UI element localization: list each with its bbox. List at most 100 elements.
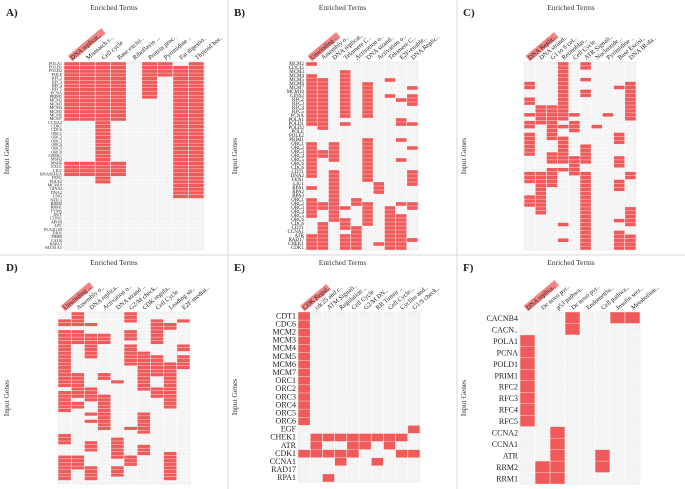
panel-E-cell (298, 393, 310, 401)
panel-B-cell (395, 246, 407, 250)
panel-E-cell (334, 449, 347, 458)
panel-D-cell (163, 322, 177, 327)
panel-C-cell (613, 238, 625, 242)
panel-D-cell (137, 362, 151, 366)
panel-C-cell (557, 89, 569, 94)
panel-B-cell (384, 94, 396, 98)
panel-A-cell (142, 65, 158, 70)
panel-D-cell (124, 362, 137, 366)
panel-C-cell (524, 136, 535, 141)
panel-C-cell (557, 70, 569, 74)
panel-D-cell (71, 337, 85, 341)
panel-C-cell (535, 117, 547, 121)
panel-A-cell (188, 91, 204, 95)
panel-C-cell (569, 171, 580, 176)
panel-A-cell (64, 69, 80, 73)
panel-A-cell (173, 99, 189, 103)
panel-A-letter: A) (6, 7, 18, 19)
panel-D-cell (58, 477, 71, 481)
panel-B-cell (317, 122, 329, 126)
panel-A-cell (110, 99, 126, 103)
panel-A-gene-label: THRB (51, 234, 62, 239)
panel-C-cell (535, 187, 547, 192)
panel-C-cell (546, 175, 558, 180)
panel-C-term-highlight (525, 32, 559, 62)
panel-A-cell (188, 176, 204, 180)
panel-A-cell (173, 102, 189, 107)
panel-A-cell (188, 117, 204, 121)
panel-E-cell (408, 425, 420, 434)
panel-A-gene-label: DUT (53, 212, 62, 217)
panel-D-cell (124, 319, 137, 323)
panel-A-cell (79, 80, 95, 84)
panel-A-gene-label: PLA2G1B (44, 227, 62, 232)
panel-C-cell (625, 109, 636, 113)
panel-B-gene-label: CDC6 (291, 222, 304, 227)
panel-D-x-title: Enriched Terms (90, 258, 138, 267)
panel-D-cell (58, 408, 71, 413)
panel-A-cell (110, 172, 126, 177)
panel-D-cell (97, 408, 111, 413)
panel-A-cell (95, 88, 111, 92)
panel-E-gene-label: RPA1 (277, 473, 296, 482)
panel-B-cell (339, 246, 351, 250)
panel-A-cell (64, 65, 80, 70)
panel-D-cell (137, 380, 151, 384)
panel-D-cell (84, 340, 98, 345)
panel-C-cell (524, 195, 535, 199)
panel-C-cell (580, 238, 591, 242)
panel-D-cell (97, 398, 111, 402)
panel-A-cell (188, 106, 204, 110)
panel-B-cell (362, 174, 373, 178)
panel-C-cell (625, 105, 636, 109)
panel-A-gene-label: PRIM1 (50, 94, 62, 99)
panel-A-cell (188, 124, 204, 129)
panel-B-gene-label: RFC4 (292, 106, 304, 111)
panel-C-cell (524, 203, 535, 207)
panel-C-cell (625, 89, 636, 94)
panel-B-gene-label: CDK1 (291, 246, 305, 251)
panel-B-cell (362, 178, 373, 182)
panel-C-cell (524, 113, 535, 117)
panel-D-cell (124, 358, 137, 362)
panel-A-gene-label: GINS2 (50, 186, 62, 191)
panel-D-cell (84, 398, 98, 402)
panel-B-cell (362, 102, 373, 106)
panel-C-cell (524, 199, 535, 203)
panel-A-gene-label: RFC5 (52, 87, 62, 92)
panel-A-cell (110, 84, 126, 88)
panel-A-cell (95, 154, 111, 158)
panel-C-cell (625, 117, 636, 121)
panel-D-cell (163, 380, 177, 384)
panel-B-cell (395, 98, 407, 102)
panel-C-cell (580, 246, 591, 250)
panel-B-cell (317, 222, 329, 226)
panel-D-cell (58, 322, 71, 327)
panel-C-cell (535, 199, 547, 203)
panel-A-cell (95, 150, 111, 154)
panel-B-cell (317, 110, 329, 114)
panel-E-gene-label: CHEK1 (270, 433, 296, 442)
panel-D-cell (163, 391, 177, 395)
panel-B-cell (306, 122, 317, 126)
panel-B-cell (351, 198, 362, 202)
panel-F-cell (595, 449, 610, 461)
panel-B-gene-label: CDT1 (292, 226, 305, 231)
panel-B-cell (328, 190, 340, 194)
panel-E-x-title: Enriched Terms (319, 258, 367, 267)
panel-B-cell (328, 198, 340, 202)
panel-A-gene-label: LIG1 (53, 168, 62, 173)
panel-C-cell (557, 97, 569, 101)
panel-D-cell (163, 401, 177, 405)
panel-C-cell (580, 187, 591, 192)
panel-B-cell (306, 114, 317, 118)
panel-D-cell (137, 451, 151, 456)
panel-D-cell (84, 344, 98, 348)
panel-E-cell (298, 385, 310, 393)
panel-D-cell (58, 434, 71, 438)
panel-F-cell (565, 312, 580, 324)
panel-A-cell (188, 76, 204, 81)
panel-B-cell (362, 166, 373, 170)
panel-C-cell (613, 164, 625, 168)
panel-E-cell (408, 449, 420, 458)
